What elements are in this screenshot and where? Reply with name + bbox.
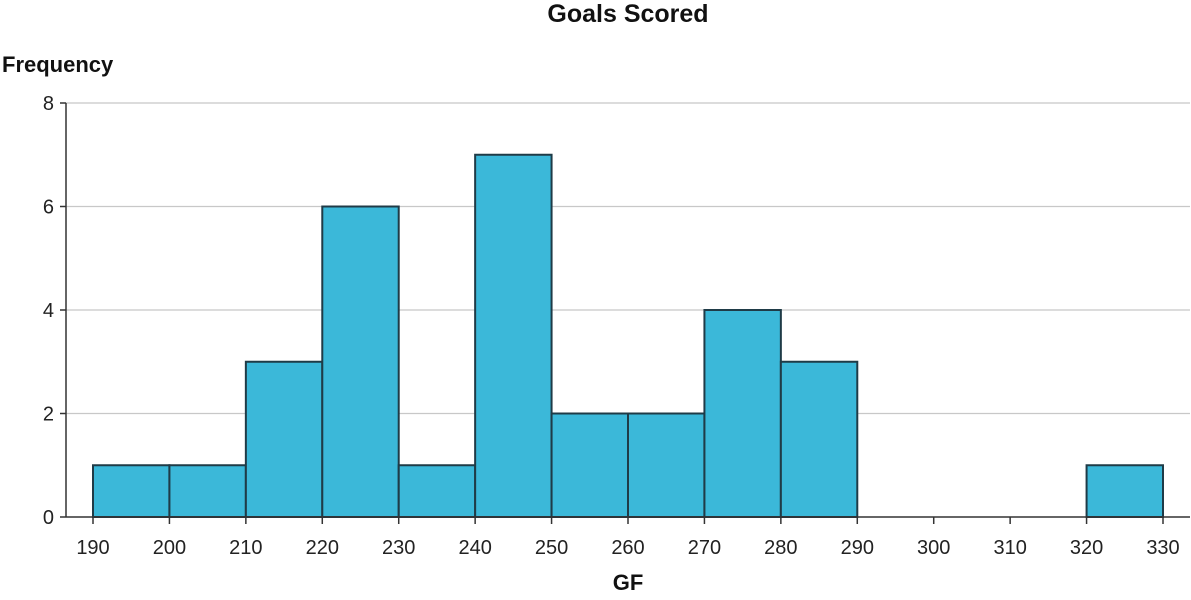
x-tick-label: 190 bbox=[76, 537, 109, 559]
y-axis-title: Frequency bbox=[2, 52, 114, 77]
histogram-bar bbox=[92, 464, 171, 518]
histogram-bar bbox=[703, 309, 782, 518]
x-tick-label: 260 bbox=[611, 537, 644, 559]
x-tick-labels: 190 200 210 220 230 240 250 260 270 280 290 300 310 3… bbox=[76, 537, 1179, 559]
y-tick-label: 4 bbox=[43, 300, 54, 322]
y-tick-label: 6 bbox=[43, 197, 54, 219]
y-tick-label: 0 bbox=[43, 507, 54, 529]
histogram-bar bbox=[474, 153, 553, 518]
y-tick-labels: 0 2 4 6 8 bbox=[43, 93, 54, 529]
x-tick-label: 310 bbox=[993, 537, 1026, 559]
x-tick-label: 270 bbox=[688, 537, 721, 559]
histogram-bar bbox=[321, 205, 400, 518]
histogram-bar bbox=[244, 360, 324, 518]
x-tick-label: 290 bbox=[841, 537, 874, 559]
x-tick-label: 210 bbox=[229, 537, 262, 559]
x-tick-label: 220 bbox=[306, 537, 339, 559]
x-axis-title: GF bbox=[613, 570, 644, 595]
bars bbox=[92, 153, 1164, 518]
histogram-bar bbox=[779, 360, 859, 518]
axes bbox=[60, 102, 1190, 524]
x-tick-label: 240 bbox=[458, 537, 491, 559]
gridlines bbox=[66, 102, 1190, 415]
x-tick-label: 300 bbox=[917, 537, 950, 559]
x-tick-label: 200 bbox=[153, 537, 186, 559]
x-tick-label: 330 bbox=[1146, 537, 1179, 559]
x-tick-label: 280 bbox=[764, 537, 797, 559]
chart-title: Goals Scored bbox=[547, 0, 708, 28]
histogram-bar bbox=[168, 464, 247, 518]
x-tick-label: 230 bbox=[382, 537, 415, 559]
y-tick-label: 2 bbox=[43, 404, 54, 426]
y-tick-label: 8 bbox=[43, 93, 54, 115]
histogram-bar bbox=[1085, 464, 1164, 518]
histogram-bar bbox=[627, 412, 706, 518]
x-tick-label: 250 bbox=[535, 537, 568, 559]
histogram-bar bbox=[397, 464, 477, 518]
histogram-bar bbox=[550, 412, 629, 518]
x-tick-label: 320 bbox=[1070, 537, 1103, 559]
